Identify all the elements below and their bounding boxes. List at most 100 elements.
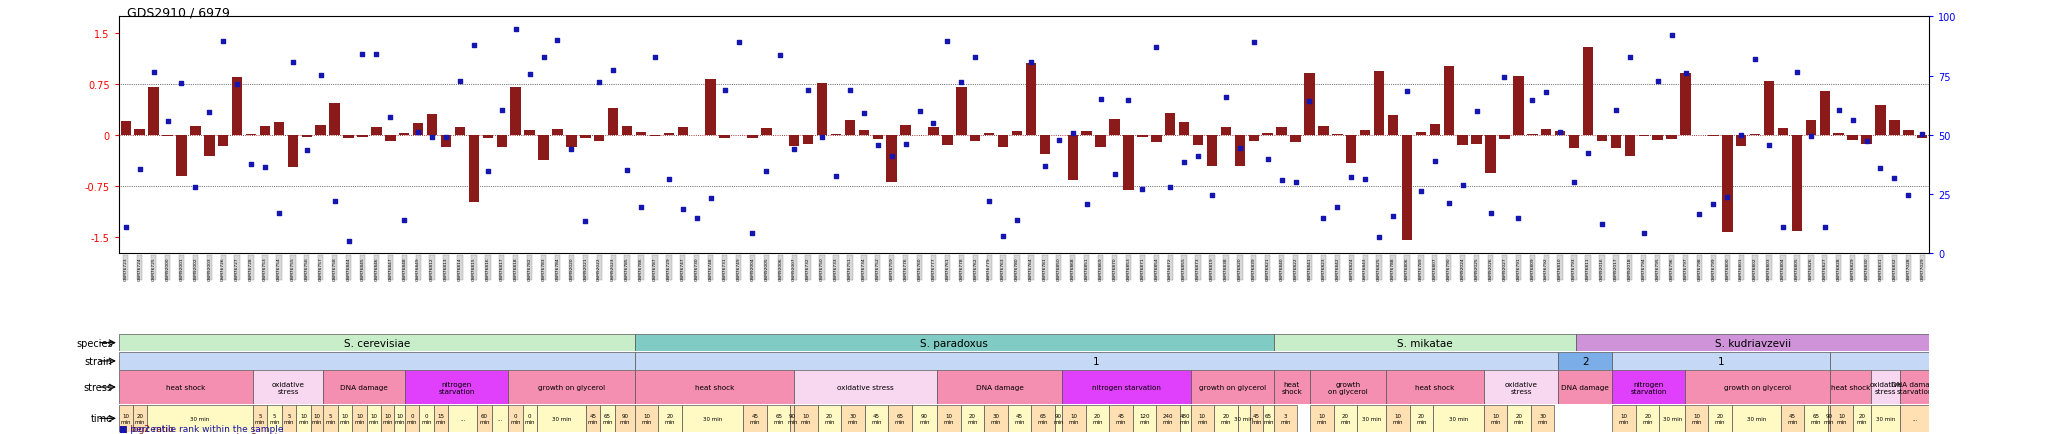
Bar	[1597, 135, 1608, 141]
Text: 90
min: 90 min	[1053, 413, 1063, 424]
Bar	[1305, 74, 1315, 135]
Text: 1: 1	[1094, 356, 1100, 366]
Bar	[1274, 405, 1296, 432]
Bar	[623, 126, 633, 135]
Bar	[1708, 135, 1718, 137]
Bar	[324, 405, 338, 432]
Text: ...: ...	[498, 416, 502, 421]
Text: 30 min: 30 min	[702, 416, 723, 421]
Text: GSM76814: GSM76814	[459, 256, 463, 280]
Point	[584, 79, 616, 86]
Bar	[1638, 135, 1649, 137]
Bar	[508, 405, 522, 432]
Bar	[911, 405, 938, 432]
Text: GSM76805: GSM76805	[1794, 256, 1798, 280]
Bar	[406, 370, 508, 404]
Point	[1837, 117, 1870, 124]
Bar	[1901, 405, 1929, 432]
Bar	[1872, 405, 1901, 432]
Text: 30
min: 30 min	[991, 413, 1001, 424]
Text: 0
min: 0 min	[408, 413, 418, 424]
Point	[360, 51, 393, 58]
Bar	[324, 370, 406, 404]
Bar	[344, 135, 354, 139]
Text: DNA damage: DNA damage	[1561, 384, 1610, 390]
Text: 90
min: 90 min	[786, 413, 797, 424]
Text: ■ log2 ratio: ■ log2 ratio	[223, 432, 283, 434]
Bar	[176, 135, 186, 177]
Bar	[1221, 128, 1231, 135]
Text: GSM92025: GSM92025	[1475, 256, 1479, 280]
Text: 10
min: 10 min	[1837, 413, 1847, 424]
Point	[1710, 194, 1743, 201]
Text: 20
min: 20 min	[967, 413, 977, 424]
Text: GSM92024: GSM92024	[1460, 256, 1464, 280]
Bar	[1513, 76, 1524, 135]
Bar	[1055, 405, 1063, 432]
Bar	[1333, 405, 1358, 432]
Point	[1350, 177, 1382, 184]
Bar	[1610, 135, 1622, 149]
Point	[1823, 107, 1855, 114]
Text: 20
min: 20 min	[1092, 413, 1102, 424]
Bar	[1679, 74, 1692, 135]
Bar	[649, 135, 659, 137]
Bar	[434, 405, 449, 432]
Bar	[1386, 370, 1485, 404]
Text: 20
min: 20 min	[1858, 413, 1868, 424]
Point	[1126, 186, 1159, 193]
Point	[666, 206, 698, 213]
Text: GSM76831: GSM76831	[1878, 256, 1882, 280]
Bar	[119, 334, 635, 352]
Bar	[788, 135, 799, 146]
Bar	[119, 370, 252, 404]
Bar	[1096, 135, 1106, 148]
Text: GSM76799: GSM76799	[1712, 256, 1716, 280]
Bar	[1888, 121, 1901, 135]
Point	[346, 51, 379, 58]
Bar	[817, 84, 827, 135]
Text: GSM76785: GSM76785	[625, 256, 629, 280]
Bar	[330, 104, 340, 135]
Text: GSM76789: GSM76789	[1419, 256, 1423, 280]
Point	[1391, 88, 1423, 95]
Text: GSM76812: GSM76812	[430, 256, 434, 280]
Bar	[844, 121, 856, 135]
Text: GSM76731: GSM76731	[723, 256, 727, 280]
Text: GSM76822: GSM76822	[1294, 256, 1298, 280]
Text: GSM76788: GSM76788	[1391, 256, 1395, 280]
Text: GSM76734: GSM76734	[862, 256, 866, 280]
Point	[918, 120, 950, 127]
Bar	[217, 135, 229, 146]
Text: GSM76798: GSM76798	[1698, 256, 1702, 280]
Bar	[1206, 135, 1217, 167]
Bar	[803, 135, 813, 145]
Point	[1292, 98, 1325, 105]
Bar	[1819, 92, 1831, 135]
Text: GSM76850: GSM76850	[1057, 256, 1061, 280]
Bar	[1165, 114, 1176, 135]
Point	[1028, 163, 1061, 170]
Bar	[1806, 120, 1817, 135]
Bar	[1374, 71, 1384, 135]
Point	[862, 142, 895, 149]
Text: GSM76840: GSM76840	[1280, 256, 1284, 280]
Point	[137, 69, 170, 76]
Text: heat
shock: heat shock	[1282, 381, 1303, 394]
Point	[332, 238, 365, 245]
Point	[610, 167, 643, 174]
Text: GSM92006: GSM92006	[778, 256, 782, 280]
Text: 20
min: 20 min	[1642, 413, 1653, 424]
Text: GSM76802: GSM76802	[1753, 256, 1757, 280]
Text: GSM76726: GSM76726	[221, 256, 225, 280]
Text: 5
min: 5 min	[254, 413, 266, 424]
Point	[1057, 131, 1090, 138]
Bar	[477, 405, 492, 432]
Text: GSM76838: GSM76838	[1225, 256, 1229, 280]
Text: S. kudriavzevii: S. kudriavzevii	[1714, 338, 1790, 348]
Text: 20
min: 20 min	[1513, 413, 1524, 424]
Bar	[1722, 135, 1733, 233]
Bar	[1430, 124, 1440, 135]
Bar	[1559, 352, 1612, 370]
Text: 65
min: 65 min	[1264, 413, 1274, 424]
